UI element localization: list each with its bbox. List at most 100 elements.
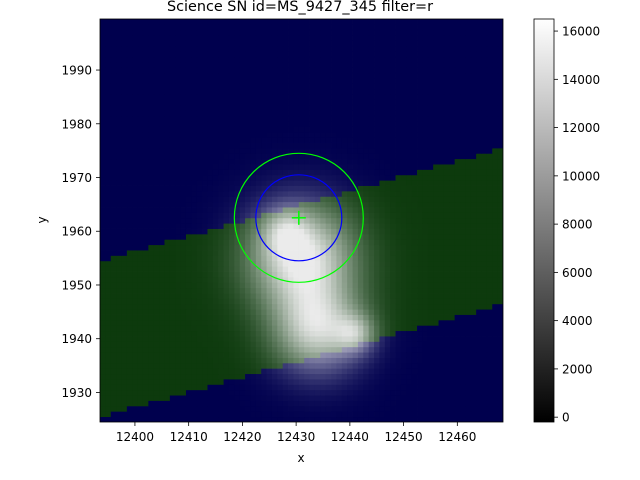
image-pixel [400,121,407,127]
image-pixel [449,368,456,375]
image-pixel [379,287,386,294]
image-pixel [180,137,187,143]
image-pixel [228,389,235,396]
image-pixel [433,72,439,79]
image-pixel [465,389,472,396]
image-pixel [374,126,380,133]
image-pixel [191,72,198,79]
image-pixel [288,94,294,100]
image-pixel [336,330,343,337]
image-pixel [180,147,187,154]
image-pixel [121,207,128,213]
image-pixel [159,330,165,337]
image-pixel [191,142,198,149]
image-pixel [245,72,251,79]
image-pixel [288,190,294,197]
image-pixel [395,104,402,111]
image-pixel [132,330,139,337]
image-pixel [417,121,423,127]
image-pixel [234,341,241,348]
image-pixel [196,303,203,310]
image-pixel [325,137,332,143]
image-pixel [304,137,310,143]
image-pixel [304,244,310,251]
image-pixel [443,137,450,143]
image-pixel [368,153,375,160]
image-pixel [126,121,133,127]
image-pixel [470,330,477,337]
image-pixel [395,362,402,369]
image-pixel [282,147,289,154]
image-pixel [234,169,241,176]
image-pixel [250,217,257,224]
image-pixel [427,357,434,364]
image-pixel [110,325,117,332]
image-pixel [438,104,445,111]
image-pixel [309,94,316,100]
image-pixel [476,104,482,111]
image-pixel [481,190,488,197]
image-pixel [266,266,273,272]
image-pixel [422,83,429,90]
image-pixel [185,94,192,100]
image-pixel [191,88,198,95]
image-pixel [277,239,284,246]
image-pixel [282,94,289,100]
image-pixel [159,384,165,391]
image-pixel [164,201,171,208]
image-pixel [465,346,472,353]
image-pixel [492,384,499,391]
image-pixel [309,303,316,310]
image-pixel [433,336,439,342]
image-pixel [245,400,251,407]
image-pixel [492,190,499,197]
image-pixel [465,99,472,106]
image-pixel [245,319,251,326]
image-pixel [116,341,122,348]
image-pixel [255,121,262,127]
image-pixel [497,352,503,358]
image-pixel [250,336,257,342]
image-pixel [347,411,353,418]
image-pixel [406,169,413,176]
image-pixel [465,72,472,79]
image-pixel [336,99,343,106]
image-pixel [438,174,445,181]
image-pixel [228,110,235,117]
image-pixel [132,266,139,272]
image-pixel [255,282,262,289]
image-pixel [454,244,461,251]
image-pixel [406,217,413,224]
image-pixel [234,368,241,375]
image-pixel [438,379,445,385]
image-pixel [352,110,359,117]
image-pixel [438,83,445,90]
image-pixel [261,137,267,143]
image-pixel [417,110,423,117]
image-pixel [100,190,106,197]
image-pixel [325,147,332,154]
image-pixel [288,158,294,165]
image-pixel [191,137,198,143]
image-pixel [142,416,149,422]
image-pixel [282,395,289,401]
image-pixel [331,282,337,289]
image-pixel [304,389,310,396]
image-pixel [110,368,117,375]
image-pixel [314,158,321,165]
image-pixel [271,362,278,369]
image-pixel [239,142,246,149]
image-pixel [148,115,155,122]
image-pixel [481,293,488,299]
image-pixel [460,368,466,375]
image-pixel [481,78,488,84]
image-pixel [486,185,493,192]
image-pixel [175,121,181,127]
image-pixel [153,282,160,289]
image-pixel [395,115,402,122]
image-pixel [492,174,499,181]
image-pixel [116,126,122,133]
image-pixel [148,169,155,176]
image-pixel [411,196,418,203]
image-pixel [126,271,133,278]
